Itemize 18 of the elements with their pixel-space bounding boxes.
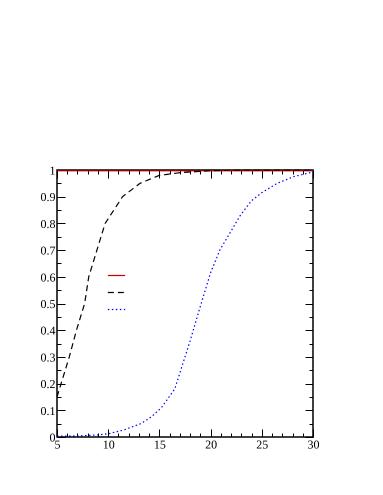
x-tick-label: 15 (154, 438, 166, 452)
y-tick-label: 0.5 (40, 297, 56, 311)
x-tick-label: 25 (256, 438, 268, 452)
x-tick-label: 30 (308, 438, 320, 452)
x-tick-label: 5 (54, 438, 60, 452)
y-tick-label: 0.4 (40, 324, 56, 338)
line-series (56, 170, 314, 437)
y-tick-label: 0.7 (40, 244, 56, 258)
y-tick-label: 0.8 (40, 216, 56, 231)
y-tick-label: 0.2 (40, 377, 56, 392)
y-tick-label: 1 (50, 164, 56, 178)
y-tick-label: 0.6 (40, 270, 56, 284)
y-tick-label: 0 (50, 430, 56, 444)
y-tick-label: 0.1 (40, 404, 56, 418)
y-tick-label: 0.3 (40, 350, 56, 364)
y-tick-label: 0.9 (40, 190, 56, 204)
x-tick-label: 10 (102, 438, 115, 452)
x-tick-label: 20 (205, 438, 218, 452)
